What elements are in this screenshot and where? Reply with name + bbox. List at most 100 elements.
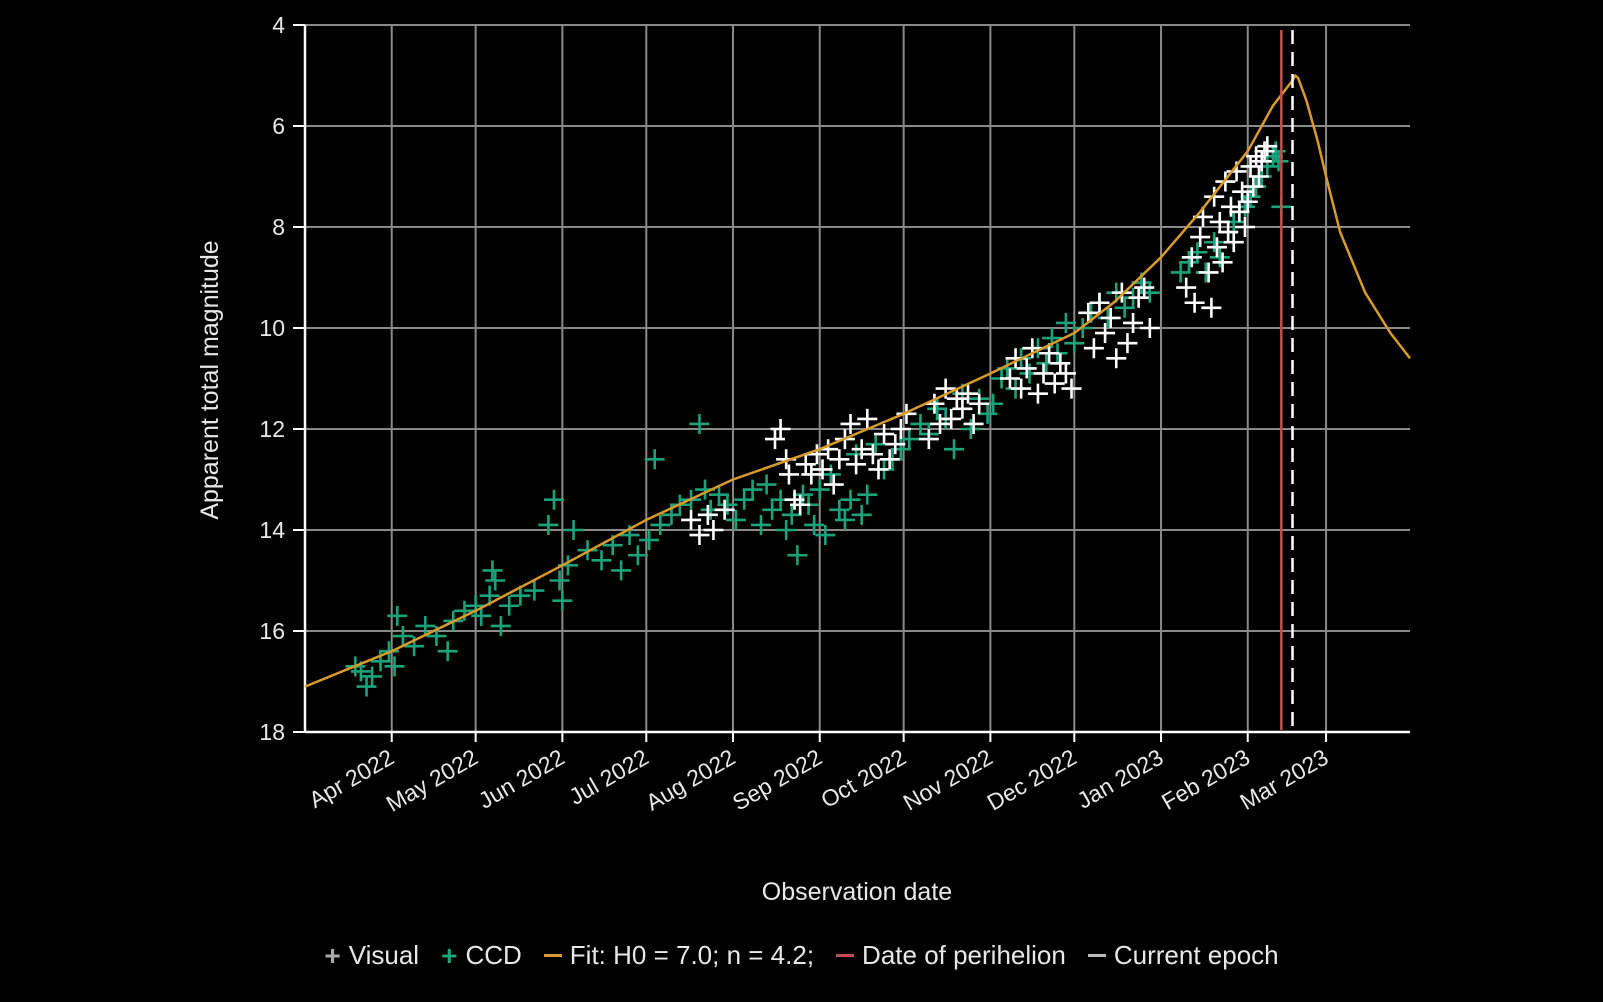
x-tick-label: Apr 2022 [304,744,398,813]
legend-item-current-epoch[interactable]: Current epoch [1087,940,1279,971]
visual-point [963,413,984,434]
ccd-point [644,449,665,470]
ccd-point [454,600,475,621]
x-tick-label: Oct 2022 [816,744,910,813]
visual-point [1218,222,1239,243]
visual-point [1232,181,1253,202]
ccd-point [387,605,408,626]
x-tick-label: Jul 2022 [564,744,652,810]
visual-point [851,439,872,460]
visual-point [801,464,822,485]
legend-item-visual[interactable]: + Visual [324,940,419,971]
visual-point [1248,166,1269,187]
ccd-point [499,595,520,616]
visual-point [1011,378,1032,399]
visual-point [1223,232,1244,253]
visual-point [879,449,900,470]
x-tick-label: Aug 2022 [641,744,739,816]
ccd-point [717,494,738,515]
visual-point [874,424,895,445]
legend-label-ccd: CCD [465,940,522,970]
visual-point [784,489,805,510]
visual-point [846,454,867,475]
grid-layer [305,24,1410,733]
axes-layer [293,24,1410,742]
ccd-point [482,560,503,581]
ccd-point [392,626,413,647]
visual-point [1206,237,1227,258]
ccd-point [899,429,920,450]
ccd-point [1139,282,1160,303]
visual-point [958,383,978,404]
legend: + Visual + CCD Fit: H0 = 7.0; n = 4.2; D… [0,940,1603,971]
ccd-point [639,530,660,551]
ccd-point [804,514,825,535]
ccd-point [577,540,598,561]
series-layer [304,30,1411,730]
ccd-point [384,656,405,677]
ccd-point [356,676,377,697]
visual-point [1181,247,1202,268]
visual-point [999,368,1020,389]
visual-point [764,429,785,450]
visual-point [1117,333,1138,354]
visual-point [1128,287,1149,308]
ccd-point [725,509,746,530]
visual-point [1190,227,1211,248]
visual-point [1100,307,1121,328]
x-tick-label: Sep 2022 [728,744,826,816]
ccd-point [1204,232,1225,253]
visual-point [1061,378,1082,399]
y-tick-label: 12 [259,416,285,442]
visual-point [941,408,962,429]
ccd-point [1170,262,1191,283]
ccd-point [815,525,836,546]
ccd-point [756,474,777,495]
ccd-point [543,489,564,510]
ccd-point [650,514,671,535]
ccd-point [750,514,771,535]
visual-point [1254,141,1275,162]
x-tick-label: Nov 2022 [899,744,997,816]
visual-point [778,464,799,485]
ccd-series [345,141,1292,697]
legend-item-perihelion[interactable]: Date of perihelion [836,940,1066,971]
legend-label-current-epoch: Current epoch [1113,940,1279,970]
legend-label-visual: Visual [348,940,420,970]
ccd-point [781,504,802,525]
legend-item-fit[interactable]: Fit: H0 = 7.0; n = 4.2; [543,940,815,971]
visual-point [868,459,889,480]
visual-point [1033,363,1054,384]
ccd-point [927,398,948,419]
visual-point [857,408,878,429]
visual-point [1184,292,1205,313]
ccd-point [792,484,813,505]
visual-point [1251,151,1272,172]
ccd-point [611,560,632,581]
visual-point [770,419,791,439]
legend-item-ccd[interactable]: + CCD [441,940,522,971]
x-tick-label: Feb 2023 [1157,744,1254,815]
visual-point [890,419,911,439]
visual-point [1220,196,1241,217]
ccd-point [910,413,931,434]
visual-point [969,393,990,414]
y-tick-label: 18 [259,719,285,745]
ccd-point [591,550,612,571]
ccd-point [1268,151,1289,172]
visual-point [829,449,850,470]
visual-point [1050,353,1071,374]
visual-point [1234,217,1255,237]
visual-point [1078,302,1099,323]
ccd-point [977,403,998,424]
visual-point [812,459,833,480]
ccd-point [415,615,436,636]
ccd-plus-icon: + [441,939,458,971]
y-tick-label: 6 [272,113,285,139]
legend-label-fit: Fit: H0 = 7.0; n = 4.2; [569,940,815,970]
visual-point [790,494,811,515]
visual-point [1123,312,1144,333]
visual-point [885,434,906,455]
visual-point [1106,348,1127,369]
